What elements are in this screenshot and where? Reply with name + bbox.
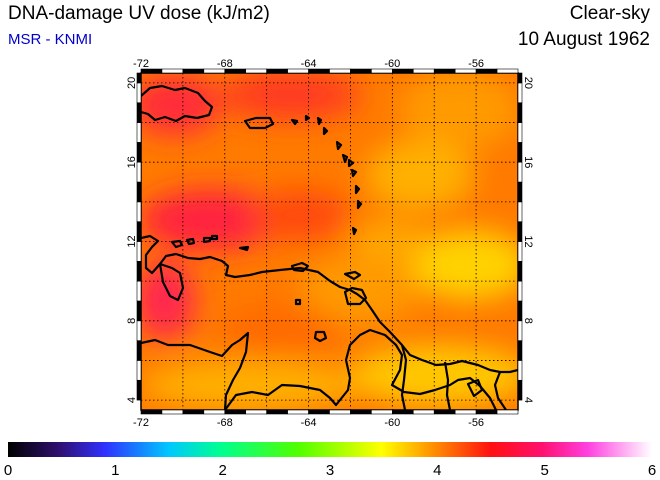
frame-segment (136, 340, 142, 361)
frame-segment (308, 409, 330, 415)
frame-segment (517, 82, 523, 104)
frame-segment (136, 360, 142, 381)
lat-tick-label: 8 (522, 318, 534, 324)
frame-segment (517, 379, 523, 401)
frame-segment (517, 300, 523, 322)
bottom-lon-labels: -72 -68 -64 -60 -56 (133, 417, 484, 429)
frame-segment (266, 68, 288, 74)
lon-tick-label: -68 (217, 417, 233, 429)
frame-segment (136, 122, 142, 143)
frame-segment (136, 72, 142, 84)
frame-segment (245, 68, 267, 74)
frame-segment (329, 68, 351, 74)
lat-tick-label: 12 (126, 235, 138, 247)
frame-segment (182, 68, 205, 74)
frame-segment (136, 181, 142, 203)
frame-segment (517, 241, 523, 262)
frame-segment (517, 340, 523, 361)
coastlines (141, 84, 518, 410)
colorbar-tick-label: 0 (4, 462, 12, 479)
frame-segment (329, 409, 351, 415)
lon-tick-label: -64 (301, 417, 317, 429)
lon-tick-label: -72 (133, 58, 149, 70)
frame-segment (517, 261, 523, 282)
uv-dose-map: -72 -68 -64 -60 -56 -72 -68 -64 -60 -56 4 8 12 16 20… (126, 58, 534, 429)
frame-segment (161, 68, 184, 74)
map-title: DNA-damage UV dose (kJ/m2) (8, 3, 270, 24)
frame-segment (517, 201, 523, 222)
frame-segment (136, 201, 142, 222)
top-lon-labels: -72 -68 -64 -60 -56 (133, 58, 484, 70)
lon-tick-label: -60 (384, 417, 400, 429)
frame-segment (517, 161, 523, 183)
colorbar-tick-label: 3 (326, 462, 334, 479)
frame-segment (475, 409, 498, 415)
frame-segment (182, 409, 205, 415)
frame-segment (245, 409, 267, 415)
frame-segment (517, 360, 523, 381)
frame-segment (454, 409, 477, 415)
colorbar-tick-label: 5 (540, 462, 548, 479)
colorbar-tick-label: 4 (433, 462, 441, 479)
frame-segment (517, 102, 523, 123)
frame-segment (266, 409, 288, 415)
date-label: 10 August 1962 (517, 29, 650, 50)
lon-tick-label: -60 (384, 58, 400, 70)
frame-segment (287, 409, 309, 415)
lon-tick-label: -72 (133, 417, 149, 429)
lat-tick-label: 16 (126, 156, 138, 168)
lat-tick-label: 12 (522, 235, 534, 247)
colorbar-tick-label: 2 (218, 462, 226, 479)
frame-segment (433, 68, 456, 74)
frame-segment (517, 181, 523, 203)
colorbar-tick-label: 1 (111, 462, 119, 479)
frame-segment (371, 409, 393, 415)
lat-tick-label: 20 (126, 77, 138, 89)
colorbar: 0 1 2 3 4 5 6 (4, 442, 656, 479)
frame-segment (136, 102, 142, 123)
frame-segment (203, 409, 226, 415)
left-lat-labels: 4 8 12 16 20 (126, 77, 138, 403)
frame-segment (517, 142, 523, 163)
frame-segment (392, 409, 414, 415)
lat-tick-label: 4 (522, 397, 534, 403)
colorbar-tick-label: 6 (648, 462, 656, 479)
frame-segment (412, 68, 435, 74)
frame-segment (136, 261, 142, 282)
lon-tick-label: -56 (468, 58, 484, 70)
frame-segment (433, 409, 456, 415)
frame-segment (517, 72, 523, 84)
source-label: MSR - KNMI (8, 31, 93, 48)
frame-segment (224, 409, 247, 415)
frame-segment (350, 68, 372, 74)
lat-tick-label: 20 (522, 77, 534, 89)
frame-segment (517, 221, 523, 242)
frame-segment (140, 409, 163, 415)
frame-segment (517, 280, 523, 302)
lat-tick-label: 8 (126, 318, 138, 324)
frame-ticks (136, 68, 523, 415)
lon-tick-label: -64 (301, 58, 317, 70)
sky-condition-label: Clear-sky (569, 3, 650, 24)
frame-segment (517, 320, 523, 341)
frame-segment (496, 68, 519, 74)
right-lat-labels: 4 8 12 16 20 (522, 77, 534, 403)
frame-segment (136, 280, 142, 302)
dose-field (141, 73, 518, 410)
colorbar-tick-labels: 0 1 2 3 4 5 6 (4, 462, 656, 479)
lat-tick-label: 4 (126, 397, 138, 403)
frame-segment (496, 409, 519, 415)
lat-tick-label: 16 (522, 156, 534, 168)
colorbar-gradient (8, 442, 652, 457)
frame-segment (350, 409, 372, 415)
lon-tick-label: -68 (217, 58, 233, 70)
frame-segment (412, 409, 435, 415)
lon-tick-label: -56 (468, 417, 484, 429)
frame-segment (161, 409, 184, 415)
frame-segment (517, 122, 523, 143)
